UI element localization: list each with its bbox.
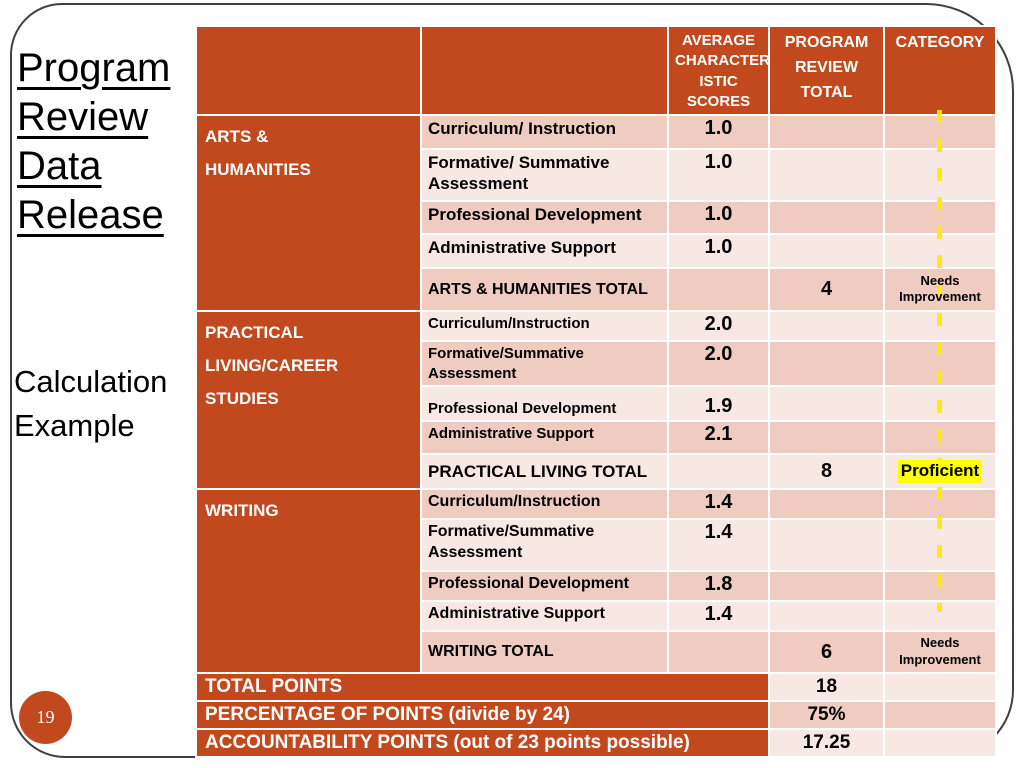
header-cell-characteristic	[420, 25, 669, 116]
score-value: 1.4	[667, 600, 770, 632]
score-value: 2.0	[667, 340, 770, 387]
section-total-label: WRITING TOTAL	[420, 630, 669, 674]
characteristic-label: Formative/Summative Assessment	[420, 518, 669, 572]
characteristic-label: Curriculum/Instruction	[420, 310, 669, 342]
summary-row-accountability: ACCOUNTABILITY POINTS (out of 23 points …	[195, 728, 997, 758]
summary-value: 17.25	[768, 728, 885, 758]
slide-title: Program Review Data Release	[17, 46, 171, 237]
characteristic-label: Professional Development	[420, 200, 669, 235]
section-total-value: 4	[768, 267, 885, 312]
score-value: 2.1	[667, 420, 770, 455]
characteristic-label: Formative/Summative Assessment	[420, 340, 669, 387]
empty-cell	[768, 385, 885, 422]
characteristic-label: Curriculum/ Instruction	[420, 114, 669, 150]
calculation-table: AVERAGE CHARACTER- ISTIC SCORES PROGRAM …	[195, 25, 997, 758]
header-cell-section	[195, 25, 422, 116]
score-value: 1.0	[667, 200, 770, 235]
section-total-row: PRACTICAL LIVING TOTAL 8 Proficient	[196, 453, 997, 490]
empty-cell	[768, 570, 885, 602]
score-value: 1.8	[667, 570, 770, 602]
empty-cell	[768, 310, 885, 342]
table-row: PRACTICAL LIVING/CAREER STUDIES Curricul…	[195, 310, 997, 490]
section-arts-humanities: ARTS & HUMANITIES	[195, 114, 422, 312]
empty-category-cell	[883, 114, 997, 150]
empty-category-cell	[883, 233, 997, 269]
empty-category-cell	[883, 700, 997, 730]
summary-label: PERCENTAGE OF POINTS (divide by 24)	[195, 700, 770, 730]
table-row: Professional Development 1.9	[196, 385, 997, 422]
empty-category-cell	[883, 148, 997, 202]
score-value: 1.9	[667, 385, 770, 422]
characteristic-label: Administrative Support	[420, 600, 669, 632]
empty-category-cell	[883, 728, 997, 758]
category-cell: Proficient	[883, 453, 997, 490]
slide-number-badge: 19	[19, 691, 72, 744]
empty-cell	[768, 518, 885, 572]
section-total-row: WRITING TOTAL 6 Needs Improvement	[196, 630, 997, 674]
empty-cell	[768, 148, 885, 202]
empty-category-cell	[883, 200, 997, 235]
header-cell-scores: AVERAGE CHARACTER- ISTIC SCORES	[667, 25, 770, 116]
empty-cell	[768, 114, 885, 150]
empty-cell	[768, 488, 885, 520]
category-label: Needs Improvement	[899, 272, 981, 305]
section-writing: WRITING	[195, 488, 422, 674]
characteristic-label: Formative/ Summative Assessment	[420, 148, 669, 202]
empty-category-cell	[883, 420, 997, 455]
characteristic-label: Administrative Support	[420, 420, 669, 455]
header-row: AVERAGE CHARACTER- ISTIC SCORES PROGRAM …	[195, 25, 997, 116]
empty-category-cell	[883, 310, 997, 342]
category-label: Needs Improvement	[899, 635, 981, 667]
score-value: 1.0	[667, 114, 770, 150]
empty-cell	[667, 267, 770, 312]
category-cell: Needs Improvement	[883, 267, 997, 312]
score-value: 1.4	[667, 518, 770, 572]
score-value: 1.4	[667, 488, 770, 520]
slide-number: 19	[36, 707, 55, 727]
characteristic-label: Administrative Support	[420, 233, 669, 269]
empty-cell	[768, 233, 885, 269]
section-total-value: 8	[768, 453, 885, 490]
header-cell-program-review-total: PROGRAM REVIEW TOTAL	[768, 25, 885, 116]
table-row: WRITING Curriculum/Instruction 1.4	[195, 488, 997, 674]
empty-category-cell	[883, 385, 997, 422]
section-total-label: ARTS & HUMANITIES TOTAL	[420, 267, 669, 312]
characteristic-label: Curriculum/Instruction	[420, 488, 669, 520]
empty-cell	[768, 200, 885, 235]
category-cell: Needs Improvement	[883, 630, 997, 674]
summary-value: 75%	[768, 700, 885, 730]
empty-cell	[768, 600, 885, 632]
score-value: 1.0	[667, 148, 770, 202]
table-row: Administrative Support 1.4	[196, 600, 997, 632]
empty-category-cell	[883, 518, 997, 572]
score-value: 1.0	[667, 233, 770, 269]
table-row: Formative/ Summative Assessment 1.0	[196, 148, 997, 202]
empty-category-cell	[883, 340, 997, 387]
table-row: ARTS & HUMANITIES Curriculum/ Instructio…	[195, 114, 997, 312]
score-value: 2.0	[667, 310, 770, 342]
section-total-value: 6	[768, 630, 885, 674]
summary-value: 18	[768, 672, 885, 702]
empty-category-cell	[883, 488, 997, 520]
characteristic-label: Professional Development	[420, 385, 669, 422]
empty-category-cell	[883, 672, 997, 702]
summary-label: TOTAL POINTS	[195, 672, 770, 702]
summary-label: ACCOUNTABILITY POINTS (out of 23 points …	[195, 728, 770, 758]
empty-category-cell	[883, 570, 997, 602]
summary-row-total-points: TOTAL POINTS 18	[195, 672, 997, 702]
section-practical-living: PRACTICAL LIVING/CAREER STUDIES	[195, 310, 422, 490]
empty-cell	[667, 630, 770, 674]
empty-cell	[768, 420, 885, 455]
empty-cell	[768, 340, 885, 387]
slide-subtitle: Calculation Example	[14, 364, 168, 443]
program-review-table: AVERAGE CHARACTER- ISTIC SCORES PROGRAM …	[195, 25, 997, 758]
section-total-label: PRACTICAL LIVING TOTAL	[420, 453, 669, 490]
category-label-highlighted: Proficient	[897, 460, 983, 483]
header-cell-category: CATEGORY	[883, 25, 997, 116]
characteristic-label: Professional Development	[420, 570, 669, 602]
empty-category-cell	[883, 600, 997, 632]
summary-row-percentage: PERCENTAGE OF POINTS (divide by 24) 75%	[195, 700, 997, 730]
empty-cell	[667, 453, 770, 490]
